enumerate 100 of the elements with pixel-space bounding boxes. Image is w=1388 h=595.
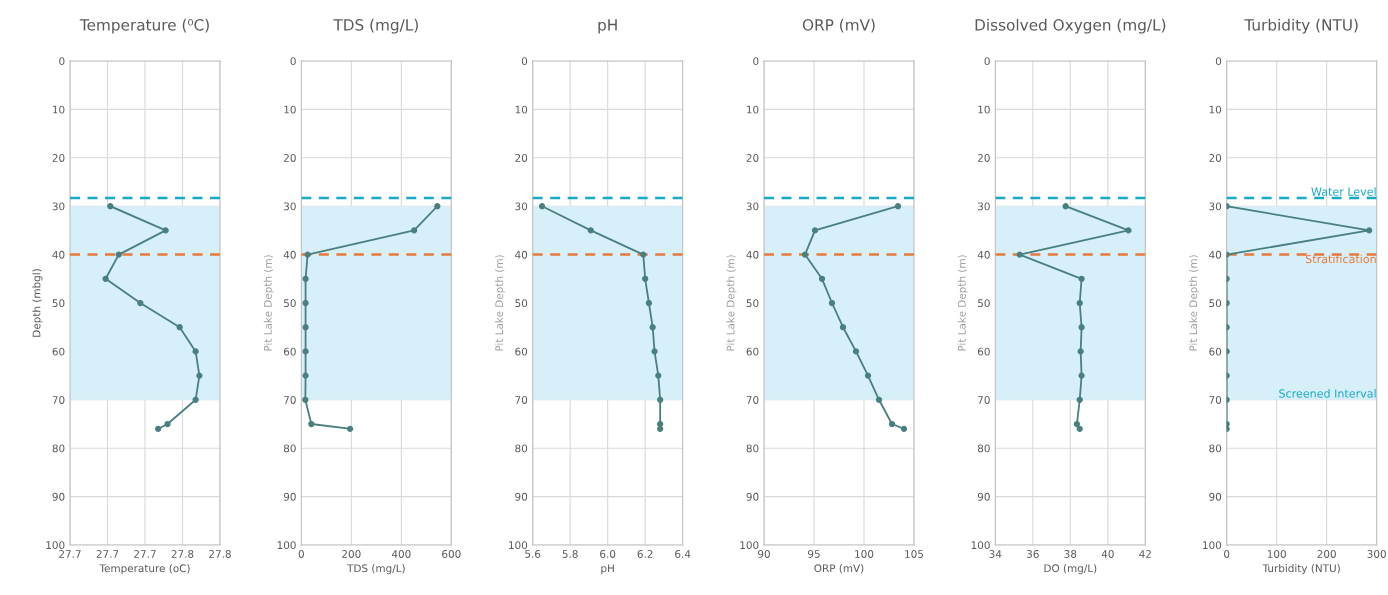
x-tick-label: 6.2 — [637, 550, 653, 558]
point — [1073, 420, 1081, 428]
y-axis-title: Pit Lake Depth (m) — [726, 255, 737, 351]
x-tick-label: 300 — [1367, 550, 1386, 558]
y-tick-label: 10 — [978, 105, 990, 114]
x-tick-label: 0 — [1224, 550, 1230, 558]
point — [587, 227, 594, 234]
y-tick-label: 20 — [977, 154, 990, 162]
y-tick-label: 100 — [277, 541, 296, 550]
x-axis-title: TDS (mg/L) — [347, 564, 405, 575]
point — [864, 372, 872, 379]
point — [308, 420, 315, 428]
chart-title: pH — [598, 19, 617, 34]
y-tick-label: 60 — [1209, 347, 1222, 356]
y-tick-label: 80 — [746, 444, 759, 453]
point — [302, 396, 309, 403]
y-tick-label: 60 — [746, 347, 759, 356]
point — [875, 396, 883, 403]
y-tick-label: 50 — [284, 299, 296, 308]
point — [1078, 275, 1085, 282]
point — [162, 227, 169, 234]
y-tick-label: 60 — [52, 347, 65, 356]
point — [839, 324, 847, 331]
point — [302, 275, 309, 282]
point — [1125, 227, 1132, 234]
chart-title: TDS (mg/L) — [333, 18, 418, 34]
y-tick-label: 10 — [515, 105, 528, 114]
point — [645, 299, 653, 307]
y-tick-label: 80 — [977, 444, 990, 453]
y-tick-label: 50 — [515, 299, 528, 308]
x-tick-label: 27.7 — [96, 550, 119, 558]
x-axis-title: Temperature (oC) — [99, 564, 190, 575]
x-tick-label: 100 — [1267, 550, 1286, 558]
y-tick-label: 20 — [515, 154, 528, 162]
y-axis-title: Pit Lake Depth (m) — [1189, 255, 1200, 351]
x-tick-label: 5.6 — [525, 550, 541, 558]
x-tick-label: 400 — [391, 550, 411, 558]
x-tick-label: 200 — [1317, 550, 1336, 558]
x-tick-label: 27.7 — [59, 550, 81, 558]
y-tick-label: 80 — [52, 444, 65, 453]
y-axis-title: Depth (mbgl) — [32, 269, 43, 337]
x-tick-label: 0 — [298, 550, 304, 558]
y-tick-label: 0 — [59, 57, 65, 66]
y-tick-label: 0 — [984, 57, 990, 66]
point — [657, 425, 664, 432]
x-tick-label: 27.8 — [171, 550, 194, 558]
y-axis-title: Pit Lake Depth (m) — [957, 255, 968, 351]
point — [655, 372, 662, 379]
point — [196, 372, 203, 379]
ref-line-label: Water Level — [1311, 187, 1376, 196]
x-tick-label: 100 — [855, 550, 874, 558]
y-tick-label: 60 — [977, 347, 990, 356]
x-tick-label: 42 — [1139, 550, 1151, 558]
x-axis-title: DO (mg/L) — [1044, 564, 1097, 575]
y-tick-label: 90 — [1209, 492, 1222, 501]
point — [176, 324, 183, 331]
point — [852, 348, 860, 355]
point — [1077, 348, 1084, 355]
point — [657, 396, 664, 403]
point — [640, 251, 647, 258]
x-tick-label: 34 — [989, 550, 1002, 558]
point — [642, 275, 649, 282]
point — [164, 420, 171, 428]
y-tick-label: 40 — [1209, 250, 1222, 259]
x-tick-label: 90 — [758, 550, 770, 558]
chart-title: Turbidity (NTU) — [1244, 18, 1358, 34]
chart-title: Temperature (⁰C) — [79, 18, 209, 34]
point — [154, 425, 162, 432]
y-tick-label: 40 — [746, 250, 759, 259]
y-tick-label: 60 — [515, 347, 528, 356]
y-tick-label: 100 — [971, 541, 990, 550]
x-tick-label: 36 — [1027, 550, 1039, 558]
point — [538, 203, 546, 210]
y-tick-label: 90 — [515, 492, 528, 501]
y-tick-label: 70 — [746, 396, 759, 404]
point — [137, 299, 144, 307]
chart-title: ORP (mV) — [802, 18, 875, 33]
point — [900, 425, 908, 432]
point — [1016, 251, 1023, 258]
y-tick-label: 20 — [746, 154, 759, 162]
y-tick-label: 70 — [515, 396, 528, 404]
chart-title: Dissolved Oxygen (mg/L) — [975, 18, 1166, 34]
point — [107, 203, 114, 210]
y-tick-label: 40 — [515, 250, 528, 259]
y-tick-label: 70 — [978, 396, 990, 404]
y-tick-label: 30 — [978, 202, 990, 211]
y-tick-label: 40 — [977, 250, 990, 259]
point — [192, 348, 199, 355]
x-tick-label: 27.7 — [134, 550, 156, 558]
point — [302, 348, 309, 355]
y-tick-label: 0 — [290, 57, 296, 66]
point — [1062, 203, 1069, 210]
y-tick-label: 10 — [1209, 105, 1222, 114]
x-axis-title: Turbidity (NTU) — [1262, 564, 1340, 575]
y-tick-label: 10 — [284, 105, 296, 114]
point — [302, 324, 309, 331]
point — [434, 203, 441, 210]
point — [894, 203, 902, 210]
x-tick-label: 40 — [1101, 550, 1114, 558]
y-tick-label: 90 — [52, 492, 65, 501]
